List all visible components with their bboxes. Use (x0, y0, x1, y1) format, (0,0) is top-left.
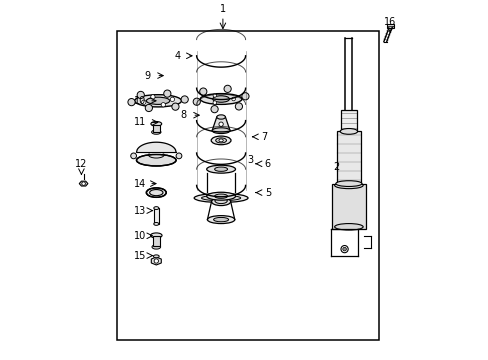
Ellipse shape (206, 165, 235, 173)
Circle shape (231, 97, 235, 101)
Polygon shape (212, 117, 230, 131)
Ellipse shape (146, 97, 169, 104)
Circle shape (81, 182, 85, 185)
Circle shape (210, 105, 218, 113)
Ellipse shape (212, 128, 230, 134)
Text: 11: 11 (134, 117, 146, 127)
Ellipse shape (211, 136, 230, 145)
Bar (386, 24, 393, 28)
Ellipse shape (153, 207, 159, 210)
Polygon shape (151, 257, 161, 265)
Circle shape (145, 104, 152, 112)
Ellipse shape (334, 182, 363, 189)
Ellipse shape (206, 192, 235, 200)
Bar (340, 110, 356, 131)
Circle shape (130, 153, 136, 159)
Ellipse shape (334, 224, 363, 230)
Ellipse shape (151, 122, 162, 126)
Circle shape (128, 99, 135, 106)
Bar (331, 184, 366, 229)
Text: 15: 15 (134, 251, 146, 261)
Ellipse shape (153, 222, 159, 225)
Ellipse shape (194, 194, 247, 202)
Circle shape (193, 98, 200, 105)
Ellipse shape (215, 198, 227, 204)
Circle shape (142, 100, 146, 104)
Ellipse shape (153, 255, 159, 258)
Text: 14: 14 (134, 179, 146, 189)
Bar (117, 31, 379, 340)
Ellipse shape (152, 245, 160, 249)
Bar (153, 208, 159, 224)
Circle shape (150, 95, 155, 99)
Text: 7: 7 (261, 132, 267, 142)
Circle shape (242, 93, 248, 100)
Ellipse shape (214, 194, 227, 198)
Circle shape (224, 85, 231, 93)
Ellipse shape (149, 189, 163, 196)
Circle shape (181, 96, 188, 103)
Bar (336, 131, 360, 184)
Ellipse shape (150, 233, 162, 238)
Circle shape (137, 91, 144, 99)
Text: 16: 16 (384, 17, 396, 27)
Circle shape (170, 97, 174, 102)
Text: 12: 12 (75, 159, 87, 169)
Text: 3: 3 (246, 155, 252, 165)
Ellipse shape (219, 139, 223, 142)
Ellipse shape (211, 198, 230, 206)
Ellipse shape (207, 216, 234, 224)
Circle shape (342, 247, 346, 251)
Ellipse shape (335, 181, 361, 186)
Text: 1: 1 (220, 4, 225, 14)
Ellipse shape (201, 195, 240, 201)
Ellipse shape (136, 154, 176, 166)
Circle shape (235, 103, 242, 110)
Text: 6: 6 (264, 159, 270, 169)
Polygon shape (79, 181, 88, 186)
Circle shape (199, 88, 206, 95)
Text: 8: 8 (180, 110, 186, 120)
Ellipse shape (216, 115, 225, 119)
Ellipse shape (151, 130, 161, 134)
Bar (152, 125, 160, 132)
Ellipse shape (214, 167, 227, 171)
Text: 10: 10 (134, 96, 146, 106)
Ellipse shape (215, 138, 226, 143)
Circle shape (176, 153, 182, 159)
Text: 9: 9 (144, 71, 150, 81)
Ellipse shape (212, 96, 229, 102)
Circle shape (213, 101, 216, 104)
Ellipse shape (340, 129, 357, 134)
Circle shape (213, 94, 216, 97)
Circle shape (219, 122, 223, 126)
Circle shape (161, 103, 165, 107)
Text: 10: 10 (134, 231, 146, 241)
Text: 4: 4 (175, 51, 181, 61)
Circle shape (163, 90, 171, 97)
Text: 2: 2 (332, 162, 339, 172)
Ellipse shape (134, 95, 181, 107)
Circle shape (340, 246, 347, 253)
Circle shape (154, 259, 158, 263)
Ellipse shape (148, 189, 164, 197)
Circle shape (171, 103, 179, 110)
Ellipse shape (213, 217, 228, 222)
Text: 5: 5 (264, 188, 270, 198)
Bar (152, 236, 160, 246)
Text: 13: 13 (134, 206, 146, 216)
Ellipse shape (200, 94, 242, 104)
